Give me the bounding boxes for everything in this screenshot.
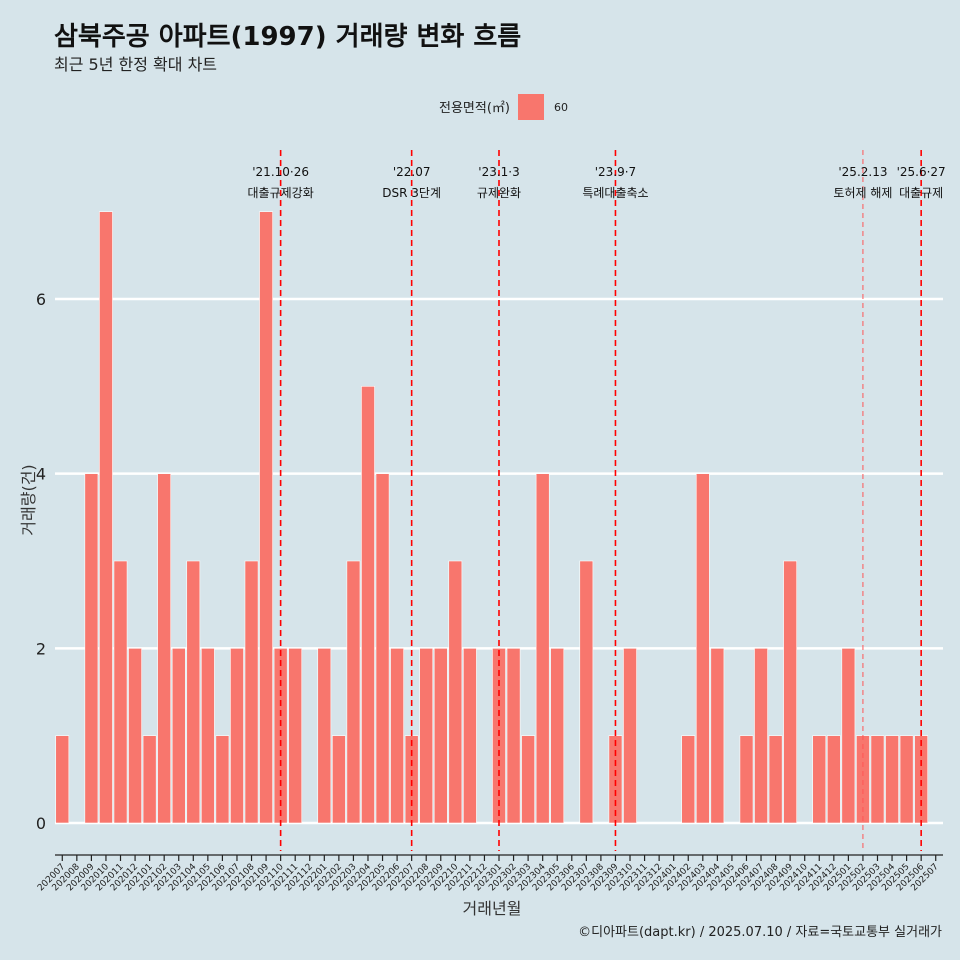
bar-202305 xyxy=(550,648,565,824)
bar-202012 xyxy=(128,648,142,824)
annotation-date-202301: '23.1·3 xyxy=(478,165,519,179)
bar-202407 xyxy=(754,648,768,824)
bar-202211 xyxy=(463,648,477,824)
bar-202501 xyxy=(841,648,856,824)
bar-202210 xyxy=(448,560,463,824)
annotation-date-202207: '22.07 xyxy=(393,165,431,179)
bar-202107 xyxy=(230,648,244,824)
bar-202209 xyxy=(433,648,448,824)
bar-202011 xyxy=(113,560,128,824)
bar-202307 xyxy=(579,560,594,824)
legend: 전용면적(㎡) 60 xyxy=(439,94,568,120)
bar-202105 xyxy=(201,648,215,824)
bar-202010 xyxy=(99,211,113,824)
bar-202108 xyxy=(244,560,259,824)
y-tick-label-4: 4 xyxy=(36,465,46,484)
bar-202310 xyxy=(623,648,637,824)
bar-202406 xyxy=(739,735,754,824)
bar-202207 xyxy=(404,735,419,824)
bar-202506 xyxy=(914,735,929,824)
bar-202102 xyxy=(157,473,172,824)
bar-202408 xyxy=(768,735,783,824)
caption: ©디아파트(dapt.kr) / 2025.07.10 / 자료=국토교통부 실… xyxy=(578,925,942,940)
bar-202103 xyxy=(171,648,186,824)
bar-202302 xyxy=(506,648,521,824)
bar-202409 xyxy=(783,560,797,824)
bar-202504 xyxy=(885,735,899,824)
bar-202203 xyxy=(346,560,361,824)
bar-202205 xyxy=(375,473,390,824)
legend-label: 60 xyxy=(554,101,568,114)
y-tick-label-0: 0 xyxy=(36,814,46,833)
chart-title: 삼북주공 아파트(1997) 거래량 변화 흐름 xyxy=(54,22,521,52)
annotation-label-202207: DSR 3단계 xyxy=(382,186,441,200)
annotation-label-202301: 규제완화 xyxy=(477,186,521,200)
annotations: '21.10·26 대출규제강화 '22.07 DSR 3단계 '23.1·3 규제완화 '… xyxy=(248,150,946,851)
bar-202309 xyxy=(608,735,623,824)
annotation-label-202110: 대출규제강화 xyxy=(248,186,314,200)
bar-202202 xyxy=(332,735,346,824)
bar-202505 xyxy=(899,735,914,824)
bar-202206 xyxy=(390,648,404,824)
annotation-date-202502: '25.2.13 xyxy=(838,165,887,179)
bar-202208 xyxy=(419,648,434,824)
bar-202411 xyxy=(812,735,827,824)
y-axis: 0 2 4 6 xyxy=(36,290,46,833)
bar-202007 xyxy=(55,735,70,824)
annotation-label-202309: 특례대출축소 xyxy=(582,186,648,200)
chart-subtitle: 최근 5년 한정 확대 차트 xyxy=(54,55,217,74)
bar-202204 xyxy=(361,386,375,824)
bar-202104 xyxy=(186,560,201,824)
annotation-label-202506: 대출규제 xyxy=(899,186,943,200)
bar-202304 xyxy=(535,473,550,824)
bar-202109 xyxy=(259,211,273,824)
x-axis: 2020072020082020092020102020112020122021… xyxy=(36,854,943,893)
bar-202404 xyxy=(710,648,725,824)
annotation-date-202506: '25.6·27 xyxy=(897,165,946,179)
bar-202101 xyxy=(142,735,157,824)
bar-202403 xyxy=(695,473,710,824)
y-tick-label-6: 6 xyxy=(36,290,46,309)
bar-202412 xyxy=(826,735,841,824)
bars xyxy=(55,211,929,824)
bar-202201 xyxy=(317,648,332,824)
bar-202106 xyxy=(215,735,230,824)
annotation-date-202110: '21.10·26 xyxy=(252,165,309,179)
bar-202503 xyxy=(870,735,885,824)
bar-202009 xyxy=(84,473,99,824)
annotation-label-202502: 토허제 해제 xyxy=(833,186,892,200)
y-tick-label-2: 2 xyxy=(36,639,46,658)
bar-202402 xyxy=(681,735,696,824)
annotation-date-202309: '23.9·7 xyxy=(595,165,636,179)
bar-202111 xyxy=(288,648,303,824)
legend-swatch xyxy=(518,94,544,120)
y-axis-title: 거래량(건) xyxy=(19,464,38,535)
x-axis-title: 거래년월 xyxy=(463,899,522,918)
bar-202303 xyxy=(521,735,535,824)
legend-title: 전용면적(㎡) xyxy=(439,101,510,116)
